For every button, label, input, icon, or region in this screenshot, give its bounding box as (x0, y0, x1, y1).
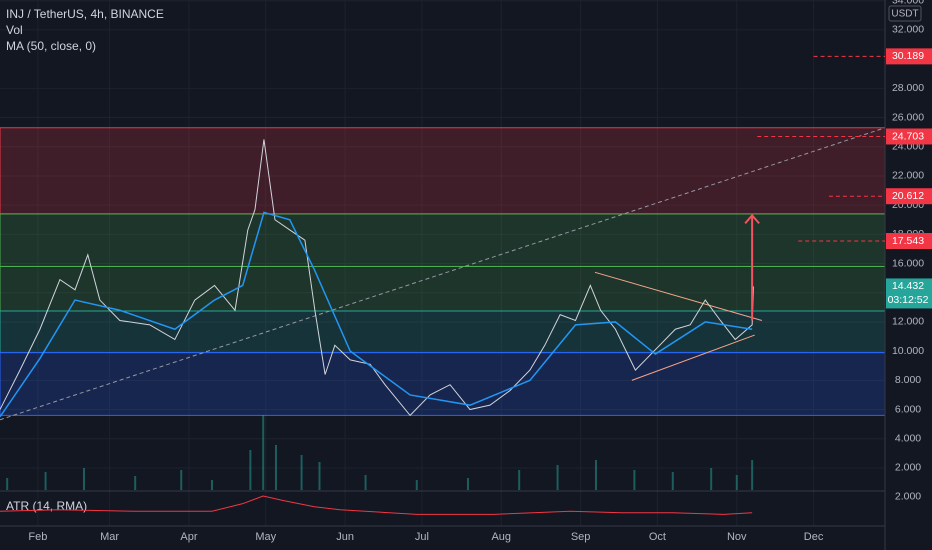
x-tick-label: Jun (336, 531, 354, 543)
trend-line (0, 127, 886, 421)
volume-bar (318, 462, 321, 490)
trend-line (631, 334, 755, 381)
volume-bar (556, 465, 559, 490)
x-tick-label: Feb (28, 531, 47, 543)
y-tick-label: 8.000 (895, 374, 921, 386)
price-label-box (886, 233, 932, 250)
volume-bar (466, 478, 469, 490)
price-label-box (886, 188, 932, 205)
volume-bar (415, 480, 418, 490)
zone (0, 310, 886, 354)
x-tick-label: Dec (804, 531, 824, 543)
price-label-box (886, 48, 932, 65)
x-tick-label: Aug (491, 531, 511, 543)
volume-bar (180, 470, 183, 490)
x-tick-label: Nov (727, 531, 747, 543)
indicator-label: Vol (6, 23, 23, 37)
y-tick-label: 4.000 (895, 433, 921, 445)
y-tick-label: 6.000 (895, 403, 921, 415)
price-label: 30.189 (892, 50, 924, 62)
volume-bar (44, 472, 47, 490)
price-label-box (886, 128, 932, 145)
volume-bar (6, 478, 9, 490)
price-label: 20.612 (892, 190, 924, 202)
price-line (0, 211, 753, 418)
y-tick-label: 32.000 (892, 24, 924, 36)
x-tick-label: May (255, 531, 276, 543)
x-tick-label: Mar (100, 531, 119, 543)
volume-bar (364, 475, 367, 490)
volume-bar (210, 480, 213, 490)
volume-bar (594, 460, 597, 490)
atr-line (0, 495, 753, 515)
x-tick-label: Apr (180, 531, 197, 543)
y-tick-label: 26.000 (892, 111, 924, 123)
currency-box[interactable] (888, 5, 922, 22)
trend-line (594, 271, 763, 321)
y-tick-label: 16.000 (892, 257, 924, 269)
last-price: 14.432 (892, 280, 924, 292)
zone (0, 127, 886, 215)
volume-bar (751, 460, 754, 490)
y-tick-label: 28.000 (892, 82, 924, 94)
currency[interactable]: USDT (891, 9, 918, 20)
last-price-box (886, 278, 932, 309)
y-tick-label: 34.000 (892, 0, 924, 7)
volume-bar (300, 455, 303, 490)
price-label: 17.543 (892, 235, 924, 247)
y-tick-label: 22.000 (892, 170, 924, 182)
volume-bar (249, 450, 252, 490)
volume-bar (518, 470, 521, 490)
x-tick-label: Oct (649, 531, 666, 543)
arrow-head (744, 213, 760, 225)
indicator-label: MA (50, close, 0) (6, 39, 96, 53)
y-tick-label: 12.000 (892, 316, 924, 328)
volume-bar (262, 415, 265, 490)
volume-bar (671, 472, 674, 490)
countdown: 03:12:52 (888, 294, 929, 306)
volume-bar (134, 476, 137, 490)
volume-bar (710, 468, 713, 490)
zone (0, 352, 886, 416)
chart-title: INJ / TetherUS, 4h, BINANCE (6, 7, 164, 21)
volume-bar (274, 445, 277, 490)
y-tick-label: 10.000 (892, 345, 924, 357)
x-tick-label: Sep (571, 531, 591, 543)
volume-bar (82, 468, 85, 490)
volume-bar (735, 475, 738, 490)
y-tick-label: 2.000 (895, 462, 921, 474)
price-line (0, 139, 754, 417)
atr-tick-label: 2.000 (895, 490, 921, 502)
x-tick-label: Jul (415, 531, 429, 543)
zone (0, 213, 886, 267)
volume-bar (633, 470, 636, 490)
price-label: 24.703 (892, 130, 924, 142)
